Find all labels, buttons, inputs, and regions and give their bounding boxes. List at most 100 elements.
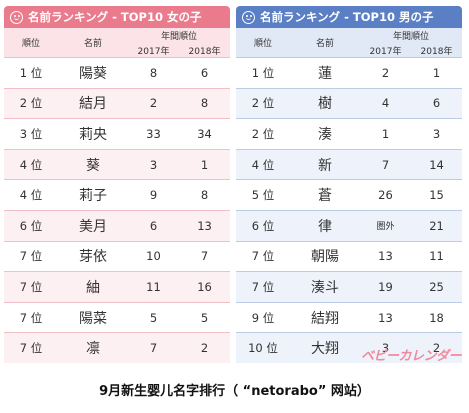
year-2017-cell: 11 (128, 271, 179, 303)
year-2017-cell: 13 (360, 301, 411, 333)
name-cell: 陽葵 (58, 57, 128, 89)
year-2017-cell: 4 (360, 87, 411, 119)
table-row: 3 位莉央 33 34 (4, 118, 231, 150)
rank-cell: 1 位 (236, 57, 290, 89)
name-cell: 蓮 (290, 57, 360, 89)
table-row: 7 位湊斗 19 25 (236, 271, 463, 303)
rank-cell: 1 位 (4, 57, 58, 89)
rank-cell: 6 位 (4, 209, 58, 242)
col-name: 名前 (290, 28, 360, 58)
year-2017-cell: 3 (128, 148, 179, 180)
col-2017: 2017年 (360, 43, 411, 58)
year-2017-cell: 26 (360, 179, 411, 211)
year-2017-cell: 5 (128, 301, 179, 333)
year-2018-cell: 11 (411, 240, 463, 272)
girls-ranking-panel: 名前ランキング - TOP10 女の子 順位 名前 年間順位 2017年 201… (4, 6, 231, 363)
year-2018-cell: 3 (411, 118, 463, 150)
year-2018-cell: 8 (179, 87, 231, 119)
girls-table: 順位 名前 年間順位 2017年 2018年 1 位陽葵 8 6 2 位結月 2 8 3 位… (4, 28, 231, 363)
table-row: 7 位芽依 10 7 (4, 240, 231, 272)
name-cell: 律 (290, 209, 360, 242)
table-row: 1 位陽葵 8 6 (4, 57, 231, 89)
rank-cell: 7 位 (236, 240, 290, 272)
col-2018: 2018年 (179, 43, 231, 58)
col-years: 年間順位 (360, 28, 463, 43)
rank-cell: 4 位 (4, 179, 58, 211)
name-cell: 葵 (58, 148, 128, 180)
name-cell: 朝陽 (290, 240, 360, 272)
smiley-icon (10, 10, 23, 24)
year-2017-cell: 1 (360, 118, 411, 150)
year-2017-cell: 9 (128, 179, 179, 211)
year-2017-cell: 8 (128, 57, 179, 89)
name-cell: 大翔 (290, 332, 360, 363)
year-2017-cell: 7 (128, 332, 179, 363)
year-2018-cell: 7 (179, 240, 231, 272)
col-rank: 順位 (236, 28, 290, 58)
table-row: 7 位朝陽 13 11 (236, 240, 463, 272)
boys-header: 名前ランキング - TOP10 男の子 (236, 6, 462, 28)
boys-title: 名前ランキング - TOP10 男の子 (260, 10, 434, 24)
year-2018-cell: 6 (411, 87, 463, 119)
rank-cell: 4 位 (236, 148, 290, 180)
name-cell: 新 (290, 148, 360, 180)
year-2018-cell: 15 (411, 179, 463, 211)
year-2018-cell: 16 (179, 271, 231, 303)
year-2017-cell: 10 (128, 240, 179, 272)
table-row: 6 位美月 6 13 (4, 209, 231, 242)
year-2018-cell: 6 (179, 57, 231, 89)
year-2018-cell: 18 (411, 301, 463, 333)
table-row: 9 位結翔 13 18 (236, 301, 463, 333)
caption: 9月新生婴儿名字排行（ “netorabo” 网站） (99, 384, 370, 399)
year-2017-cell: 3 (360, 332, 411, 363)
table-row: 5 位蒼 26 15 (236, 179, 463, 211)
name-cell: 凛 (58, 332, 128, 363)
year-2017-cell: 19 (360, 271, 411, 303)
name-cell: 紬 (58, 271, 128, 303)
rank-cell: 4 位 (4, 148, 58, 180)
name-cell: 陽菜 (58, 301, 128, 333)
year-2017-cell: 33 (128, 118, 179, 150)
year-2018-cell: 34 (179, 118, 231, 150)
year-2017-cell: 圏外 (360, 209, 411, 242)
col-rank: 順位 (4, 28, 58, 58)
year-2018-cell: 13 (179, 209, 231, 242)
rank-cell: 2 位 (236, 118, 290, 150)
table-row: 6 位律圏外 21 (236, 209, 463, 242)
year-2018-cell: 1 (411, 57, 463, 89)
name-cell: 芽依 (58, 240, 128, 272)
table-row: 4 位新 7 14 (236, 148, 463, 180)
rank-cell: 7 位 (4, 240, 58, 272)
col-2017: 2017年 (128, 43, 179, 58)
name-cell: 樹 (290, 87, 360, 119)
year-2018-cell: 1 (179, 148, 231, 180)
rank-cell: 7 位 (4, 332, 58, 363)
girls-title: 名前ランキング - TOP10 女の子 (28, 10, 202, 24)
rank-cell: 2 位 (236, 87, 290, 119)
year-2017-cell: 6 (128, 209, 179, 242)
name-cell: 蒼 (290, 179, 360, 211)
year-2018-cell: 8 (179, 179, 231, 211)
year-2018-cell: 14 (411, 148, 463, 180)
rank-cell: 10 位 (236, 332, 290, 363)
boys-ranking-panel: 名前ランキング - TOP10 男の子 順位 名前 年間順位 2017年 201… (236, 6, 463, 363)
name-cell: 結月 (58, 87, 128, 119)
rank-cell: 7 位 (4, 301, 58, 333)
rank-cell: 7 位 (4, 271, 58, 303)
rank-cell: 6 位 (236, 209, 290, 242)
smiley-icon (242, 10, 255, 24)
table-row: 10 位大翔 3 2 (236, 332, 463, 363)
rank-cell: 2 位 (4, 87, 58, 119)
year-2018-cell: 5 (179, 301, 231, 333)
col-years: 年間順位 (128, 28, 231, 43)
col-name: 名前 (58, 28, 128, 58)
table-row: 7 位紬 11 16 (4, 271, 231, 303)
name-cell: 莉子 (58, 179, 128, 211)
year-2017-cell: 2 (128, 87, 179, 119)
